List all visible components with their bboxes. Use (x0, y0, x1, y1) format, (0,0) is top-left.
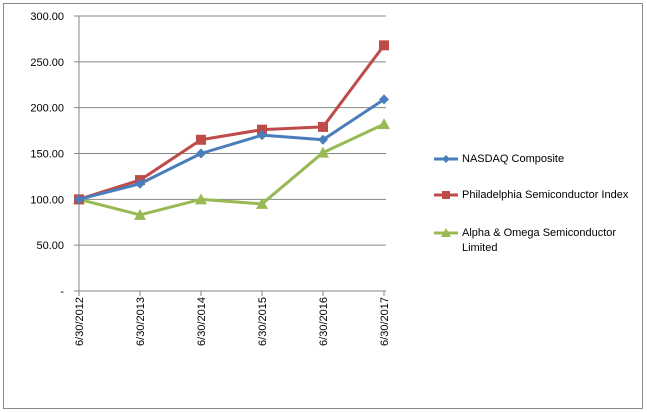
legend-label: Alpha & Omega Semiconductor Limited (462, 227, 617, 254)
data-point (135, 178, 145, 189)
chart-frame (3, 3, 643, 409)
legend-swatch (434, 155, 458, 163)
data-point (134, 208, 146, 220)
data-point (318, 121, 328, 132)
legend-label: Philadelphia Semiconductor Index (462, 189, 629, 201)
data-point (195, 193, 207, 205)
y-tick-label: 250.00 (30, 57, 64, 69)
data-point (256, 197, 268, 209)
data-point (378, 118, 390, 130)
data-point (379, 40, 389, 51)
x-tick-label: 6/30/2016 (318, 297, 330, 346)
series-line (78, 44, 386, 201)
legend-swatch (434, 228, 458, 237)
data-point (379, 94, 389, 105)
y-tick-label: - (60, 286, 64, 298)
y-tick-label: 200.00 (30, 103, 64, 115)
data-point (317, 146, 329, 158)
data-point (257, 130, 267, 141)
x-tick-label: 6/30/2015 (257, 297, 269, 346)
data-point (318, 134, 328, 145)
x-tick-label: 6/30/2017 (379, 297, 391, 346)
series-line (78, 122, 385, 217)
y-tick-label: 100.00 (30, 194, 64, 206)
legend-swatch (434, 191, 458, 199)
data-point (257, 124, 267, 135)
data-point (74, 194, 84, 205)
legend-label: NASDAQ Composite (462, 153, 565, 165)
x-tick-label: 6/30/2012 (74, 297, 86, 346)
x-tick-label: 6/30/2014 (196, 297, 208, 346)
x-tick-label: 6/30/2013 (135, 297, 147, 346)
y-tick-label: 50.00 (36, 240, 64, 252)
y-tick-label: 150.00 (30, 149, 64, 161)
data-point (196, 134, 206, 145)
y-tick-label: 300.00 (30, 11, 64, 23)
series-line (78, 98, 385, 201)
data-point (196, 148, 206, 159)
